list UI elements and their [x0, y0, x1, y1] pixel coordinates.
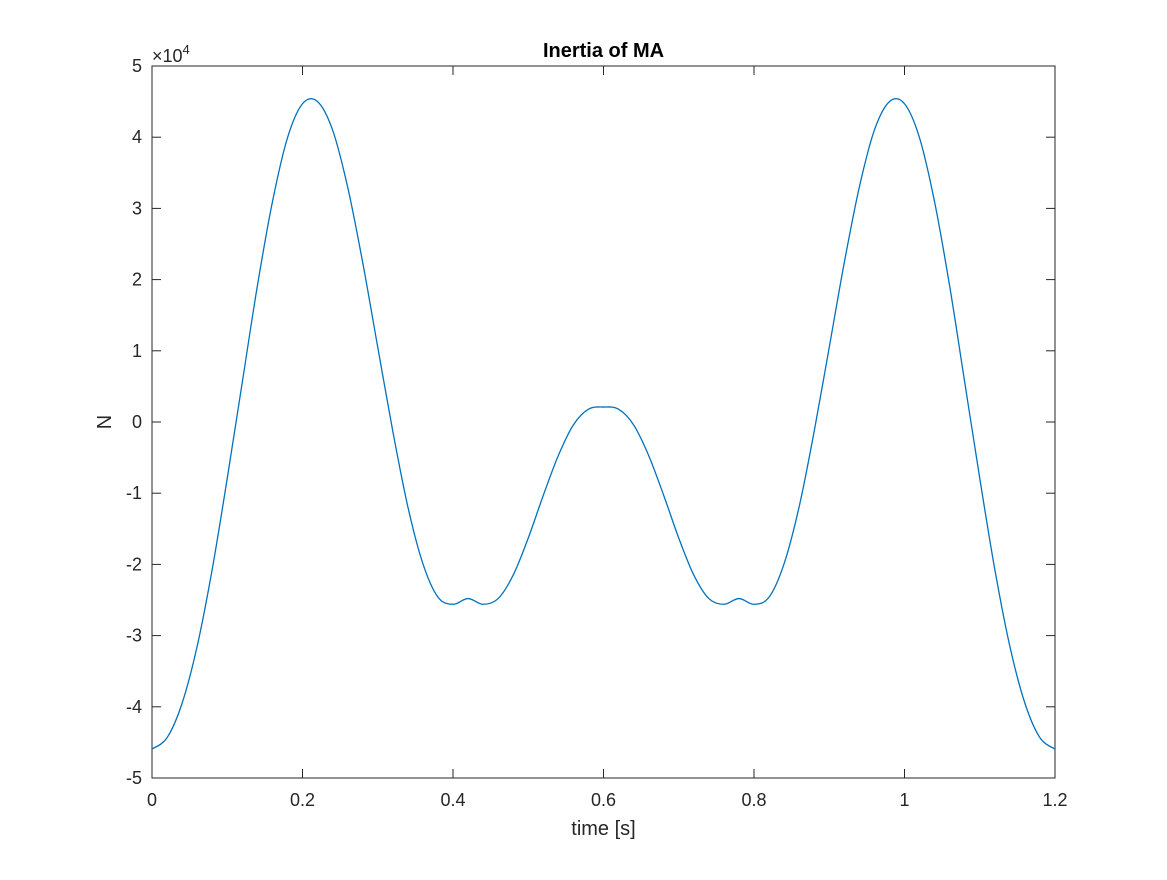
- y-axis-exponent-power: 4: [183, 42, 190, 57]
- y-tick-label: -2: [126, 554, 142, 574]
- x-tick-label: 0.4: [440, 790, 465, 810]
- y-tick-label: 3: [132, 198, 142, 218]
- y-tick-label: 0: [132, 412, 142, 432]
- x-tick-label: 0: [147, 790, 157, 810]
- y-tick-label: -4: [126, 697, 142, 717]
- y-axis-exponent: ×104: [152, 42, 190, 66]
- series-layer: [151, 98, 1056, 750]
- plot-area: [151, 65, 1056, 779]
- chart-title: Inertia of MA: [543, 40, 664, 62]
- y-tick-label: -5: [126, 768, 142, 788]
- x-axis-label: time [s]: [571, 818, 635, 840]
- y-tick-label: 1: [132, 341, 142, 361]
- y-tick-label: -1: [126, 483, 142, 503]
- y-axis-label: N: [94, 415, 116, 429]
- y-axis-exponent-base: ×10: [152, 46, 183, 66]
- x-tick-label: 0.2: [290, 790, 315, 810]
- ticks: 0 0.2 0.4 0.6 0.8 1 1.2 -5 -4 -3 -2 -1 0 1 2 3 4 5: [126, 56, 1068, 810]
- x-tick-label: 0.8: [741, 790, 766, 810]
- y-tick-label: -3: [126, 626, 142, 646]
- y-tick-label: 5: [132, 56, 142, 76]
- y-tick-label: 4: [132, 127, 142, 147]
- series-line-0: [151, 98, 1056, 750]
- x-tick-label: 1: [899, 790, 909, 810]
- x-tick-label: 0.6: [591, 790, 616, 810]
- plot-frame: [151, 65, 1056, 779]
- labels: Inertia of MA time [s] N ×104: [94, 40, 664, 840]
- y-tick-label: 2: [132, 270, 142, 290]
- x-tick-label: 1.2: [1042, 790, 1067, 810]
